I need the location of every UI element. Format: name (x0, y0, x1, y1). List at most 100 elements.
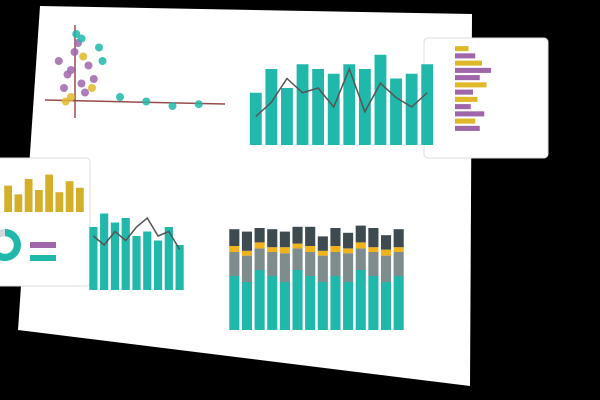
scatter-point (194, 100, 203, 109)
stacked-segment (330, 228, 341, 246)
stacked-segment (305, 246, 316, 252)
stacked-segment (267, 247, 278, 252)
stacked-segment (343, 232, 354, 249)
floating-card (423, 37, 549, 159)
stacked-segment (380, 249, 392, 256)
stacked-segment (368, 247, 379, 252)
stacked-segment (393, 252, 404, 276)
stacked-segment (254, 228, 265, 243)
stacked-segment (368, 228, 379, 248)
scatter-point (67, 93, 75, 101)
stacked-segment (279, 282, 290, 330)
scatter-point (142, 97, 151, 106)
stacked-segment (380, 235, 392, 250)
stacked-segment (305, 252, 316, 276)
bar (143, 231, 152, 290)
hbar (455, 96, 478, 102)
bar (175, 245, 184, 290)
bar (265, 69, 278, 145)
line (255, 66, 428, 118)
bar (343, 64, 356, 145)
stacked-segment (368, 276, 379, 330)
scatter-point (77, 79, 86, 88)
stacked-segment (343, 248, 354, 254)
bar (390, 78, 402, 145)
scatter-point (79, 52, 88, 61)
stacked-segment (355, 225, 366, 243)
scatter-point (70, 48, 79, 56)
stacked-segment (317, 250, 328, 256)
stacked-segment (330, 252, 341, 276)
scatter-point (61, 97, 70, 106)
scatter-point (67, 66, 75, 74)
stacked-segment (305, 276, 316, 330)
bar (110, 222, 120, 290)
stacked-segment (292, 226, 303, 244)
bar (121, 218, 130, 290)
bar (132, 236, 141, 290)
stacked-segment (292, 243, 303, 249)
bar (281, 88, 293, 145)
bar (34, 190, 43, 212)
line (92, 216, 181, 250)
scatter-point (168, 102, 177, 110)
hbar (455, 46, 469, 52)
stacked-segment (292, 248, 303, 270)
stacked-segment (267, 252, 278, 276)
scatter-point (88, 84, 96, 92)
stacked-segment (229, 276, 240, 330)
bar (24, 179, 33, 212)
stacked-segment (355, 248, 366, 270)
stacked-segment (229, 229, 240, 246)
donut-slice (0, 229, 5, 238)
hbar (455, 60, 482, 66)
donut-slice (0, 229, 21, 261)
bar (374, 54, 387, 145)
bar (405, 73, 418, 145)
hbar (455, 75, 480, 81)
stacked-segment (279, 231, 290, 248)
bar (55, 192, 64, 212)
stacked-segment (241, 231, 253, 251)
stacked-segment (241, 255, 253, 282)
stacked-segment (368, 252, 379, 276)
stacked-segment (393, 247, 404, 252)
scatter-point (89, 75, 98, 83)
floating-card (0, 157, 91, 287)
bar (45, 174, 54, 212)
stacked-segment (330, 276, 341, 330)
bar (312, 69, 325, 145)
hbar (455, 125, 480, 131)
hbar (455, 82, 487, 88)
stacked-segment (229, 246, 240, 252)
stacked-segment (279, 247, 290, 254)
scatter-point (84, 61, 93, 70)
stacked-segment (343, 282, 354, 330)
stacked-segment (305, 226, 316, 246)
stacked-segment (317, 236, 328, 251)
bar (327, 73, 340, 145)
stacked-segment (393, 229, 404, 248)
scatter-point (54, 57, 63, 65)
scatter-point (72, 30, 81, 38)
stacked-segment (254, 242, 265, 249)
legend-swatch (30, 242, 56, 248)
bar (296, 64, 309, 145)
stacked-segment (267, 229, 278, 248)
legend-swatch (30, 255, 56, 261)
bar (100, 213, 109, 290)
bar (14, 194, 23, 212)
hbar (455, 67, 491, 73)
stacked-segment (343, 253, 354, 282)
stacked-segment (355, 270, 366, 330)
bar (153, 240, 163, 290)
bar (164, 227, 173, 290)
stacked-segment (279, 253, 290, 282)
bar (358, 69, 371, 145)
stacked-segment (292, 270, 303, 330)
hbar (455, 111, 485, 117)
hbar (455, 104, 471, 110)
scatter-point (81, 88, 89, 97)
stacked-segment (267, 276, 278, 330)
stacked-segment (393, 276, 404, 330)
